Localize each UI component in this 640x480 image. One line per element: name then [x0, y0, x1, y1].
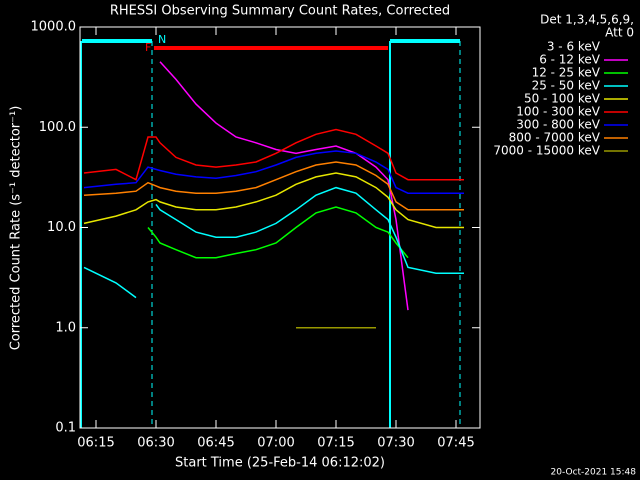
- y-tick-label: 100.0: [39, 120, 76, 135]
- legend-label: 6 - 12 keV: [539, 53, 601, 67]
- footer: 20-Oct-2021 15:48: [551, 468, 637, 478]
- y-tick-label: 1.0: [55, 320, 76, 335]
- series-line: [83, 161, 464, 211]
- x-tick-label: 06:30: [137, 436, 174, 451]
- series-line: [83, 128, 464, 181]
- legend-title: Att 0: [605, 26, 634, 40]
- x-tick-label: 06:15: [77, 436, 114, 451]
- x-axis-label: Start Time (25-Feb-14 06:12:02): [175, 456, 385, 471]
- legend-label: 800 - 7000 keV: [509, 131, 601, 145]
- chart-title: RHESSI Observing Summary Count Rates, Co…: [110, 4, 450, 19]
- legend-label: 50 - 100 keV: [524, 92, 601, 106]
- legend-title: Det 1,3,4,5,6,9,: [540, 13, 634, 27]
- x-tick-label: 07:30: [377, 436, 414, 451]
- series-line: [147, 206, 409, 259]
- x-tick-label: 06:45: [197, 436, 234, 451]
- legend-label: 300 - 800 keV: [516, 118, 600, 132]
- y-tick-label: 1000.0: [31, 20, 77, 35]
- legend-label: 3 - 6 keV: [547, 40, 601, 54]
- series-line: [83, 150, 464, 194]
- x-tick-label: 07:45: [437, 436, 474, 451]
- y-tick-label: 0.1: [55, 421, 76, 436]
- legend-label: 7000 - 15000 keV: [493, 144, 600, 158]
- series-line: [159, 61, 409, 311]
- annotation: F: [145, 41, 151, 54]
- series-line: [83, 186, 464, 299]
- x-tick-label: 07:15: [317, 436, 354, 451]
- legend-label: 100 - 300 keV: [516, 105, 600, 119]
- x-tick-label: 07:00: [257, 436, 294, 451]
- y-tick-label: 10.0: [47, 220, 76, 235]
- annotation: N: [158, 33, 166, 46]
- y-axis-label: Corrected Count Rate (s⁻¹ detector⁻¹): [9, 106, 24, 351]
- series-line: [83, 172, 464, 229]
- legend-label: 25 - 50 keV: [532, 79, 601, 93]
- legend-label: 12 - 25 keV: [532, 66, 601, 80]
